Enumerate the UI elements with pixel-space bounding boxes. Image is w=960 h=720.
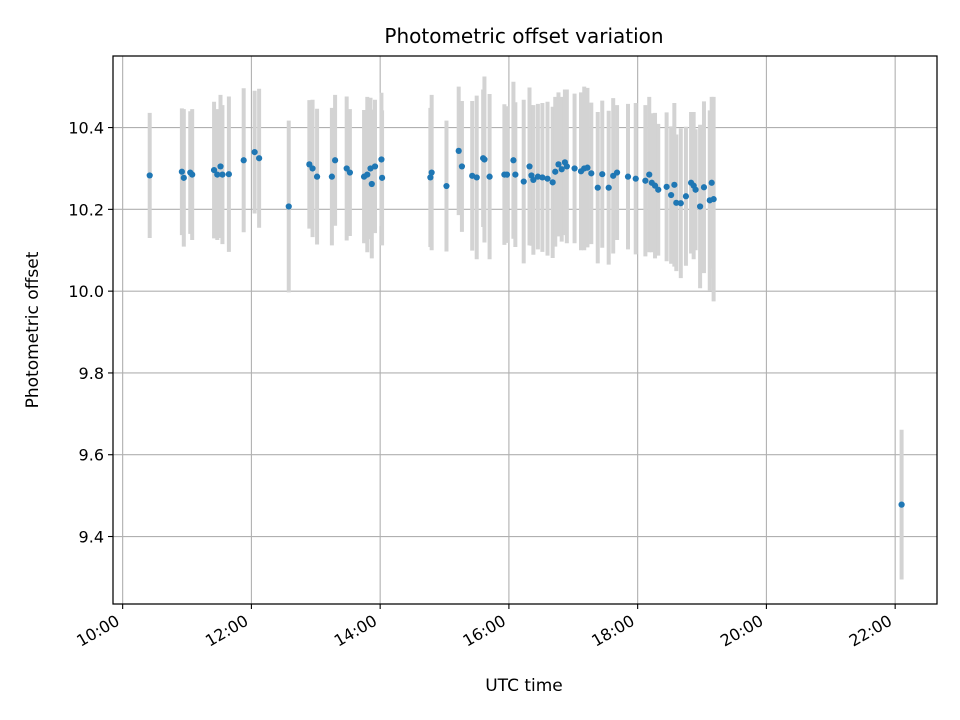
data-point <box>710 196 717 203</box>
data-point <box>539 174 546 181</box>
data-point <box>624 173 632 180</box>
data-point <box>251 149 258 156</box>
data-point <box>708 179 715 186</box>
y-tick-label: 10.0 <box>68 282 104 301</box>
data-points <box>146 147 905 508</box>
data-point <box>520 178 527 185</box>
data-point <box>146 172 153 179</box>
data-point <box>646 171 653 178</box>
x-tick-label: 14:00 <box>331 611 380 651</box>
data-point <box>331 157 339 164</box>
x-tick-label: 22:00 <box>846 611 895 651</box>
data-point <box>214 171 221 178</box>
data-point <box>655 186 662 193</box>
data-point <box>588 170 595 177</box>
y-tick-label: 9.6 <box>79 446 104 465</box>
plot-frame <box>112 55 938 605</box>
data-point <box>692 186 699 193</box>
error-bars <box>147 76 904 580</box>
x-tick-label: 18:00 <box>588 611 637 651</box>
y-axis-ticks: 9.4 9.6 9.8 10.0 10.2 10.4 <box>68 119 113 547</box>
y-tick-label: 10.2 <box>68 200 104 219</box>
data-point <box>530 176 537 184</box>
data-point <box>898 501 905 508</box>
data-point <box>428 169 435 176</box>
y-axis-title: Photometric offset <box>23 251 43 408</box>
data-point <box>313 173 321 180</box>
x-tick-label: 12:00 <box>202 611 251 651</box>
data-point <box>486 173 493 180</box>
data-point <box>178 168 185 175</box>
data-point <box>594 184 601 191</box>
data-point <box>309 165 316 172</box>
data-point <box>217 163 224 170</box>
data-point <box>219 171 226 178</box>
x-tick-label: 10:00 <box>73 611 122 651</box>
data-point <box>455 147 462 154</box>
data-point <box>189 171 196 178</box>
data-point <box>599 171 606 178</box>
data-point <box>549 179 556 186</box>
data-point <box>605 184 612 191</box>
data-point <box>371 163 379 170</box>
x-axis-ticks: 10:00 12:00 14:00 16:00 18:00 20:00 22:00 <box>73 604 896 651</box>
y-tick-label: 10.4 <box>68 119 104 138</box>
data-point <box>512 171 519 178</box>
data-point <box>285 203 292 210</box>
data-point <box>677 200 684 207</box>
data-point <box>584 164 591 171</box>
data-point <box>544 175 551 182</box>
data-point <box>671 181 678 188</box>
data-point <box>552 168 559 175</box>
data-point <box>673 199 680 206</box>
y-tick-label: 9.8 <box>79 364 104 383</box>
data-point <box>668 191 675 199</box>
data-point <box>458 163 466 170</box>
data-point <box>378 156 385 163</box>
data-point <box>443 182 450 190</box>
data-point <box>210 166 218 174</box>
data-point <box>256 155 263 162</box>
y-tick-label: 9.4 <box>79 528 104 547</box>
data-point <box>503 171 511 178</box>
data-point <box>663 183 670 190</box>
data-point <box>632 175 639 182</box>
data-point <box>613 169 621 176</box>
data-point <box>427 174 434 181</box>
data-point <box>563 163 570 170</box>
chart-title: Photometric offset variation <box>384 24 663 48</box>
data-point <box>555 161 562 168</box>
data-point <box>571 165 578 172</box>
data-point <box>697 203 704 210</box>
data-point <box>558 166 565 173</box>
data-point <box>378 174 386 181</box>
data-point <box>682 193 690 200</box>
data-point <box>481 156 488 163</box>
data-point <box>180 174 187 181</box>
data-point <box>526 163 533 170</box>
data-point <box>346 169 353 176</box>
x-tick-label: 16:00 <box>459 611 508 651</box>
x-axis-title: UTC time <box>485 676 563 696</box>
data-point <box>368 180 375 188</box>
data-point <box>510 157 517 164</box>
data-point <box>364 171 371 178</box>
data-point <box>642 177 649 184</box>
data-point <box>240 157 247 164</box>
data-point <box>225 171 232 178</box>
x-tick-label: 20:00 <box>717 611 766 651</box>
data-point <box>328 173 335 180</box>
data-point <box>700 184 708 191</box>
data-point <box>473 174 480 181</box>
